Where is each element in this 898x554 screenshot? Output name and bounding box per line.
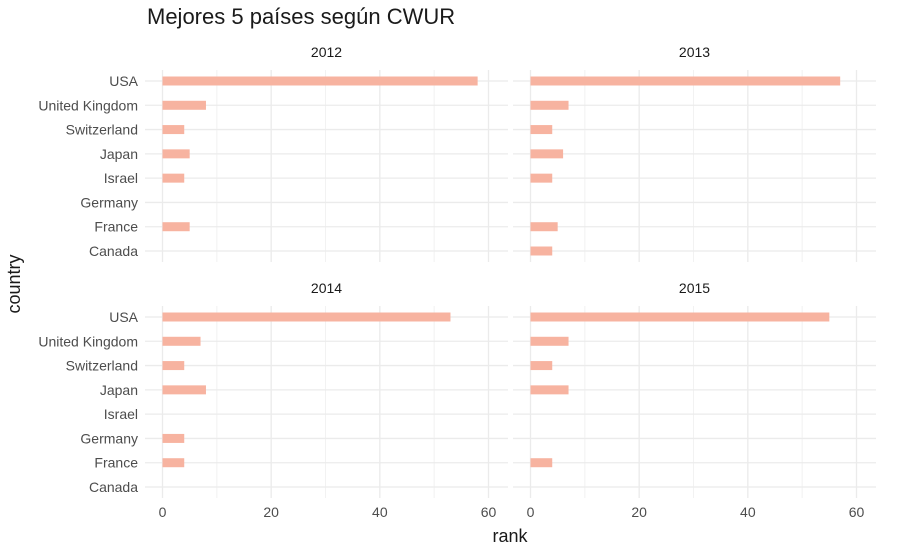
bar-united-kingdom <box>530 336 569 346</box>
bar-united-kingdom <box>162 100 206 110</box>
facet-panel-2015: 2015 0 20 40 60 <box>513 280 876 520</box>
bar-japan <box>530 149 564 159</box>
facet-panel-2012: 2012 USA United Kingdom Switzerland Japan Isr… <box>38 44 508 262</box>
bar-france <box>530 222 558 232</box>
y-axis-label: country <box>4 254 24 313</box>
x-axis-label: rank <box>492 526 528 546</box>
y-tick-label: Canada <box>89 479 138 495</box>
y-tick-label: Japan <box>100 146 138 162</box>
bar-usa <box>530 76 841 86</box>
bar-usa <box>530 312 830 322</box>
x-tick-label: 40 <box>740 504 756 520</box>
bar-germany <box>162 433 185 443</box>
facet-panel-2013: 2013 <box>513 44 876 262</box>
x-tick-label: 20 <box>263 504 279 520</box>
bar-canada <box>530 246 553 256</box>
x-tick-label: 0 <box>159 504 167 520</box>
bar-france <box>162 458 185 468</box>
y-tick-label: United Kingdom <box>38 333 138 349</box>
y-tick-label: United Kingdom <box>38 97 138 113</box>
bar-usa <box>162 312 451 322</box>
x-tick-label: 60 <box>481 504 497 520</box>
bar-france <box>530 458 553 468</box>
facet-strip-label: 2014 <box>311 280 342 296</box>
y-tick-label: Japan <box>100 382 138 398</box>
bar-switzerland <box>530 361 553 371</box>
chart-title: Mejores 5 países según CWUR <box>147 4 455 29</box>
bar-switzerland <box>530 125 553 135</box>
y-tick-label: Switzerland <box>66 358 138 374</box>
facet-strip-label: 2013 <box>679 44 710 60</box>
y-tick-label: Germany <box>80 430 138 446</box>
facet-strip-label: 2015 <box>679 280 710 296</box>
y-tick-label: USA <box>109 309 138 325</box>
bar-france <box>162 222 190 232</box>
y-tick-label: France <box>94 219 138 235</box>
y-tick-label: USA <box>109 73 138 89</box>
bar-usa <box>162 76 478 86</box>
bar-israel <box>162 173 185 183</box>
facet-strip-label: 2012 <box>311 44 342 60</box>
y-tick-label: Israel <box>104 406 138 422</box>
bar-united-kingdom <box>530 100 569 110</box>
bar-united-kingdom <box>162 336 201 346</box>
bar-japan <box>530 385 569 395</box>
bar-switzerland <box>162 361 185 371</box>
x-tick-label: 40 <box>372 504 388 520</box>
bar-japan <box>162 385 206 395</box>
facet-panels: 2012 USA United Kingdom Switzerland Japan Isr… <box>38 44 876 520</box>
y-tick-label: Canada <box>89 243 138 259</box>
y-tick-label: Switzerland <box>66 122 138 138</box>
y-tick-label: France <box>94 455 138 471</box>
x-tick-label: 20 <box>631 504 647 520</box>
bar-switzerland <box>162 125 185 135</box>
bar-israel <box>530 173 553 183</box>
x-tick-label: 60 <box>849 504 865 520</box>
x-tick-label: 0 <box>527 504 535 520</box>
y-tick-label: Germany <box>80 194 138 210</box>
bar-japan <box>162 149 190 159</box>
facet-panel-2014: 2014 USA United Kingdom Switzerland Japan Isr… <box>38 280 508 520</box>
y-tick-label: Israel <box>104 170 138 186</box>
